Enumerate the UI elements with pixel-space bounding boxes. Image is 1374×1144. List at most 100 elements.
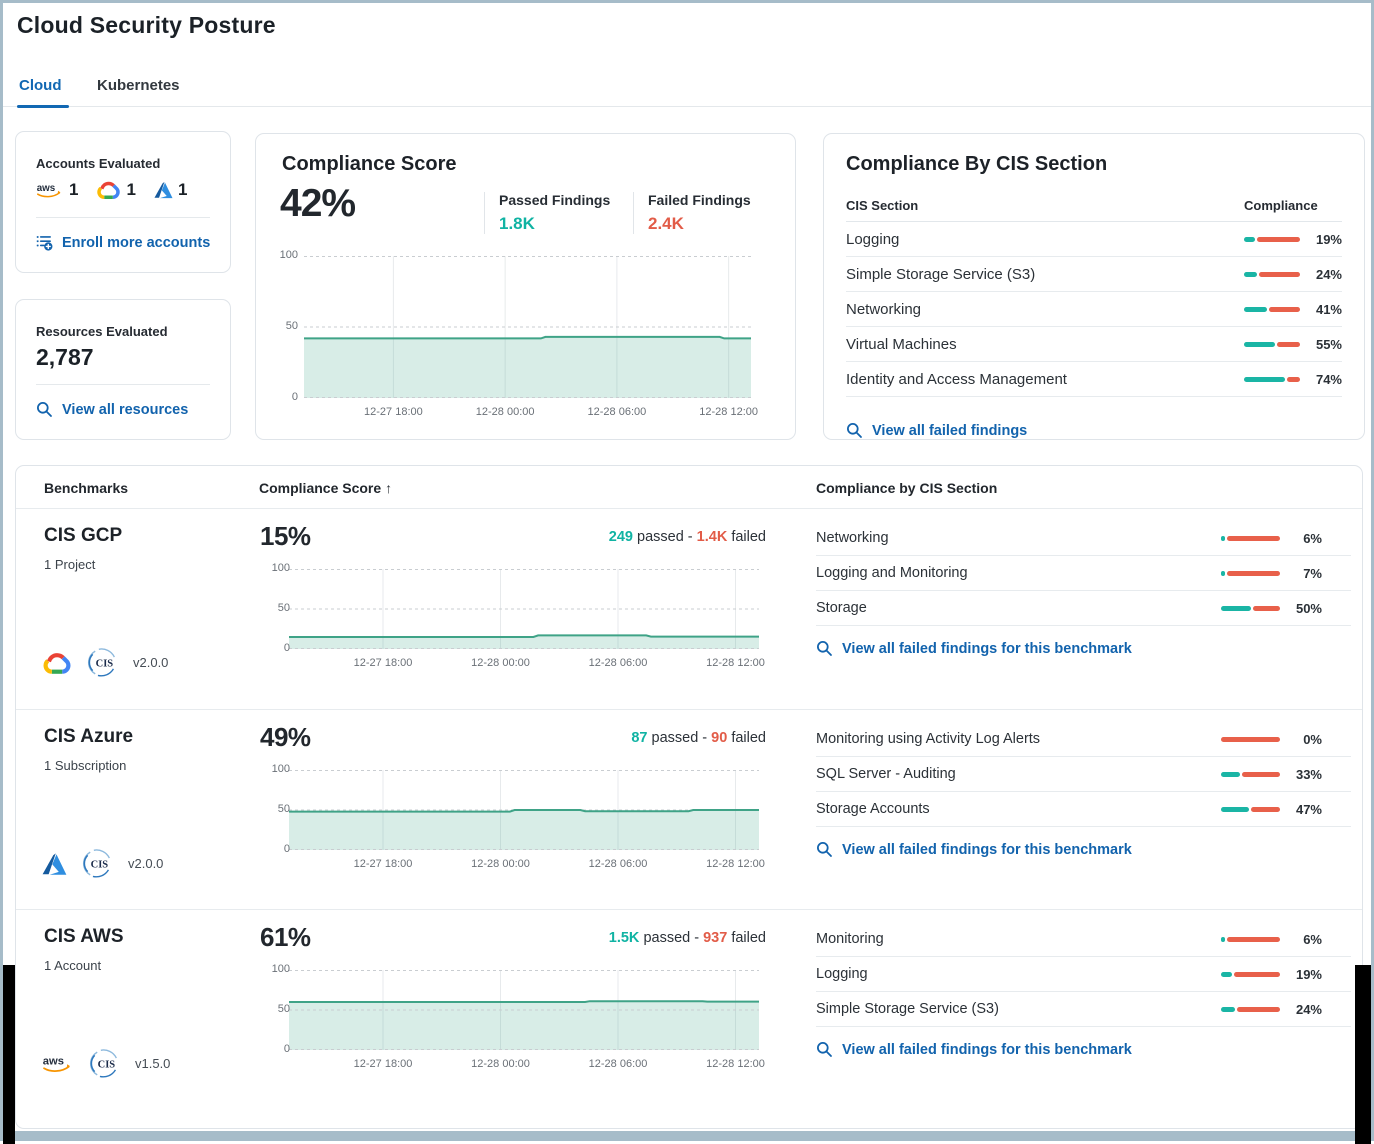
table-row[interactable]: Storage Accounts 47% bbox=[816, 792, 1351, 827]
cis-azure-compliance-chart: 100 50 0 12-27 18:00 12-28 00:00 12-28 06:00 1… bbox=[262, 762, 772, 874]
cis-section-label: Networking bbox=[846, 301, 922, 318]
failed-findings-stat: Failed Findings 2.4K bbox=[633, 192, 783, 234]
enroll-more-accounts-link[interactable]: Enroll more accounts bbox=[36, 234, 210, 251]
benchmarks-column-header: Benchmarks bbox=[44, 480, 129, 496]
area-chart-plot bbox=[304, 256, 751, 398]
compliance-bar bbox=[1244, 307, 1300, 312]
x-tick-label: 12-28 06:00 bbox=[587, 406, 647, 418]
tab-cloud[interactable]: Cloud bbox=[19, 77, 62, 94]
benchmarks-table-header: Benchmarks Compliance Score ↑ Compliance … bbox=[16, 466, 1362, 509]
view-failed-findings-benchmark-link[interactable]: View all failed findings for this benchm… bbox=[816, 1041, 1132, 1058]
cis-section-label: Logging bbox=[846, 231, 900, 248]
table-row[interactable]: Networking 41% bbox=[846, 292, 1342, 327]
x-tick-label: 12-28 00:00 bbox=[471, 1058, 530, 1070]
benchmarks-table-card: Benchmarks Compliance Score ↑ Compliance … bbox=[15, 465, 1363, 1129]
compliance-percent: 7% bbox=[1303, 566, 1322, 581]
resources-evaluated-card: Resources Evaluated 2,787 View all resou… bbox=[15, 299, 231, 440]
svg-text:CIS: CIS bbox=[91, 860, 109, 871]
table-row[interactable]: Logging 19% bbox=[816, 957, 1351, 992]
benchmark-name: CIS Azure bbox=[44, 726, 134, 747]
benchmark-version: v1.5.0 bbox=[135, 1056, 171, 1071]
x-tick-label: 12-28 12:00 bbox=[699, 406, 758, 418]
search-icon bbox=[816, 1041, 833, 1058]
compliance-percent: 33% bbox=[1295, 767, 1322, 782]
svg-text:CIS: CIS bbox=[98, 1060, 116, 1071]
table-row[interactable]: SQL Server - Auditing 33% bbox=[816, 757, 1351, 792]
divider bbox=[36, 217, 210, 218]
cis-section-label: Storage bbox=[816, 600, 867, 616]
enroll-more-accounts-label: Enroll more accounts bbox=[62, 234, 211, 251]
search-icon bbox=[36, 401, 53, 418]
cis-section-label: Networking bbox=[816, 530, 889, 546]
table-row[interactable]: Simple Storage Service (S3) 24% bbox=[846, 257, 1342, 292]
table-row[interactable]: Identity and Access Management 74% bbox=[846, 362, 1342, 397]
view-failed-findings-benchmark-link[interactable]: View all failed findings for this benchm… bbox=[816, 841, 1132, 858]
tab-kubernetes[interactable]: Kubernetes bbox=[97, 77, 180, 94]
view-all-failed-findings-label: View all failed findings bbox=[872, 422, 1028, 439]
cis-section-label: Monitoring bbox=[816, 931, 884, 947]
failed-count: 937 bbox=[703, 930, 728, 946]
view-failed-findings-benchmark-label: View all failed findings for this benchm… bbox=[842, 1041, 1132, 1058]
aws-logo-icon: aws bbox=[36, 181, 64, 199]
compliance-bar bbox=[1244, 237, 1300, 242]
cis-section-label: Monitoring using Activity Log Alerts bbox=[816, 731, 1041, 747]
x-tick-label: 12-28 06:00 bbox=[588, 1058, 648, 1070]
passed-findings-label: Passed Findings bbox=[499, 192, 611, 208]
cis-section-label: Identity and Access Management bbox=[846, 371, 1067, 388]
azure-logo-icon bbox=[42, 852, 67, 876]
benchmark-score: 61% bbox=[260, 922, 311, 952]
passed-count: 1.5K bbox=[608, 930, 640, 946]
cis-section-label: Logging and Monitoring bbox=[816, 565, 968, 581]
benchmark-logos: aws CIS v1.5.0 bbox=[42, 1048, 170, 1079]
divider bbox=[36, 384, 210, 385]
x-tick-label: 12-28 12:00 bbox=[706, 858, 765, 870]
y-tick-label: 50 bbox=[277, 1003, 290, 1015]
resources-count: 2,787 bbox=[36, 344, 94, 370]
area-chart-plot bbox=[289, 569, 759, 649]
benchmark-logos: CIS v2.0.0 bbox=[42, 647, 168, 678]
table-row[interactable]: Monitoring 6% bbox=[816, 922, 1351, 957]
enroll-accounts-icon bbox=[36, 234, 53, 251]
y-tick-label: 50 bbox=[285, 320, 298, 332]
y-tick-label: 100 bbox=[271, 963, 290, 975]
benchmark-cis-sections: Networking 6% Logging and Monitoring 7% … bbox=[816, 521, 1351, 662]
table-row[interactable]: Virtual Machines 55% bbox=[846, 327, 1342, 362]
y-tick-label: 50 bbox=[277, 602, 290, 614]
accounts-evaluated-card: Accounts Evaluated aws 1 1 1 Enroll more… bbox=[15, 131, 231, 273]
view-failed-findings-benchmark-link[interactable]: View all failed findings for this benchm… bbox=[816, 640, 1132, 657]
table-row[interactable]: Monitoring using Activity Log Alerts 0% bbox=[816, 722, 1351, 757]
tab-bar: Cloud Kubernetes bbox=[3, 73, 1371, 108]
compliance-score-title: Compliance Score bbox=[282, 153, 457, 175]
failed-count: 90 bbox=[711, 730, 728, 746]
x-tick-label: 12-28 00:00 bbox=[471, 858, 530, 870]
y-tick-label: 100 bbox=[279, 249, 298, 261]
x-tick-label: 12-27 18:00 bbox=[364, 406, 423, 418]
x-tick-label: 12-27 18:00 bbox=[353, 858, 413, 870]
view-all-failed-findings-link[interactable]: View all failed findings bbox=[846, 422, 1027, 439]
gcp-account-item: 1 bbox=[96, 180, 136, 200]
view-failed-findings-benchmark-label: View all failed findings for this benchm… bbox=[842, 841, 1132, 858]
y-tick-label: 0 bbox=[283, 642, 290, 654]
table-row[interactable]: Logging 19% bbox=[846, 222, 1342, 257]
y-tick-label: 100 bbox=[271, 562, 290, 574]
compliance-bar bbox=[1221, 972, 1280, 977]
page-title: Cloud Security Posture bbox=[17, 12, 276, 38]
aws-account-item: aws 1 bbox=[36, 180, 79, 200]
cis-section-label: Virtual Machines bbox=[846, 336, 957, 353]
view-all-resources-link[interactable]: View all resources bbox=[36, 401, 188, 418]
benchmark-scope: 1 Account bbox=[44, 958, 102, 973]
compliance-bar bbox=[1244, 377, 1300, 382]
compliance-bar bbox=[1244, 342, 1300, 347]
table-row[interactable]: Logging and Monitoring 7% bbox=[816, 556, 1351, 591]
table-row[interactable]: Storage 50% bbox=[816, 591, 1351, 626]
compliance-score-card: Compliance Score 42% Passed Findings 1.8… bbox=[255, 133, 796, 440]
accounts-card-title: Accounts Evaluated bbox=[36, 156, 161, 171]
compliance-by-cis-section-column-header: Compliance by CIS Section bbox=[816, 480, 998, 496]
compliance-percent: 19% bbox=[1315, 232, 1342, 247]
cis-logo-icon: CIS bbox=[89, 1048, 120, 1079]
compliance-score-column-header[interactable]: Compliance Score ↑ bbox=[259, 480, 392, 496]
table-row[interactable]: Simple Storage Service (S3) 24% bbox=[816, 992, 1351, 1027]
x-tick-label: 12-28 06:00 bbox=[588, 657, 648, 669]
benchmark-version: v2.0.0 bbox=[133, 655, 169, 670]
table-row[interactable]: Networking 6% bbox=[816, 521, 1351, 556]
